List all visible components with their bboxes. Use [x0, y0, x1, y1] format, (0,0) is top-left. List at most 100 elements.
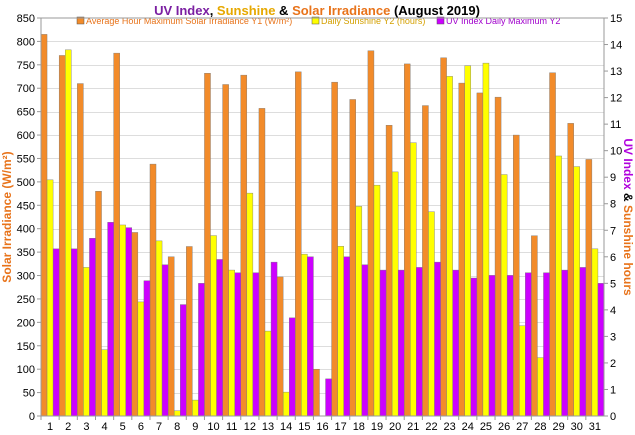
bar-s2-day-21: [416, 267, 423, 417]
bar-s1-day-25: [482, 62, 490, 417]
left-tick-label-300: 300: [17, 271, 35, 283]
bar-s0-day-17: [331, 81, 338, 417]
right-tick-label-10: 10: [610, 146, 622, 158]
left-tick-label-350: 350: [17, 247, 35, 259]
bar-s2-day-29: [561, 269, 568, 417]
x-tick-label-22: 22: [425, 421, 437, 433]
bar-s1-day-28: [537, 357, 544, 417]
bar-s0-day-15: [295, 71, 302, 417]
bar-s1-day-10: [210, 235, 217, 417]
bar-s1-day-2: [65, 49, 72, 417]
bar-s2-day-2: [71, 248, 78, 417]
x-tick-label-26: 26: [498, 421, 510, 433]
bar-s2-day-25: [488, 275, 496, 417]
x-tick-label-21: 21: [407, 421, 419, 433]
bar-s0-day-27: [512, 134, 520, 417]
right-tick-label-2: 2: [610, 358, 616, 370]
right-axis-label-sunshine: Sunshine hours: [621, 205, 635, 296]
bar-s1-day-12: [246, 192, 254, 417]
bar-s2-day-16: [325, 378, 332, 417]
bar-s0-day-20: [385, 125, 393, 417]
right-tick-label-0: 0: [610, 411, 616, 423]
bar-s1-day-5: [119, 224, 126, 417]
left-axis-label: Solar Irradiance (W/m²): [0, 151, 14, 282]
x-tick-label-28: 28: [534, 421, 546, 433]
x-tick-label-24: 24: [462, 421, 474, 433]
bar-s2-day-11: [234, 272, 241, 417]
bar-s0-day-16: [313, 368, 320, 417]
right-tick-label-9: 9: [610, 172, 616, 184]
left-tick-label-400: 400: [17, 224, 35, 236]
left-axis-ticks: 0 50 100 150 200 250 300 350 400 450 500 550 600 650 7…: [17, 13, 41, 423]
bar-s2-day-28: [543, 272, 550, 417]
bar-s0-day-30: [567, 123, 574, 417]
x-tick-label-19: 19: [371, 421, 383, 433]
bar-s2-day-1: [52, 248, 60, 417]
bar-s2-day-27: [525, 272, 532, 417]
right-tick-label-14: 14: [610, 40, 622, 52]
bar-s2-day-15: [307, 256, 314, 417]
bar-s2-day-6: [143, 280, 151, 417]
x-tick-label-5: 5: [120, 421, 126, 433]
x-tick-label-13: 13: [262, 421, 274, 433]
bar-s0-day-25: [476, 92, 484, 417]
right-tick-label-3: 3: [610, 331, 616, 343]
legend-label-irradiance: Average Hour Maximum Solar Irradiance Y1…: [86, 16, 292, 26]
x-tick-label-15: 15: [298, 421, 310, 433]
bar-s0-day-2: [58, 55, 66, 417]
bar-s1-day-20: [391, 171, 399, 417]
bar-s1-day-27: [519, 325, 526, 417]
x-tick-label-7: 7: [156, 421, 162, 433]
bar-s1-day-6: [137, 301, 145, 417]
bar-s2-day-3: [89, 238, 96, 417]
bar-s1-day-15: [301, 253, 308, 417]
bar-s2-day-5: [125, 227, 133, 417]
bar-s1-day-1: [46, 179, 54, 417]
left-tick-label-600: 600: [17, 130, 35, 142]
left-tick-label-700: 700: [17, 83, 35, 95]
bar-s1-day-21: [410, 142, 417, 417]
chart-title: UV Index, Sunshine & Solar Irradiance (A…: [154, 3, 480, 18]
bar-s2-day-8: [180, 304, 187, 417]
x-tick-label-9: 9: [192, 421, 198, 433]
bar-s1-day-11: [228, 269, 235, 417]
bar-s2-day-9: [198, 283, 205, 417]
bar-s0-day-21: [404, 63, 411, 417]
left-tick-label-750: 750: [17, 60, 35, 72]
bar-s1-day-14: [282, 391, 290, 417]
legend-swatch-sunshine: [311, 16, 320, 25]
title-sep2: &: [275, 3, 292, 18]
bar-s2-day-19: [379, 269, 387, 417]
bar-s1-day-31: [591, 248, 599, 417]
x-tick-label-8: 8: [174, 421, 180, 433]
x-tick-label-29: 29: [552, 421, 564, 433]
left-tick-label-200: 200: [17, 317, 35, 329]
bar-s0-day-6: [131, 232, 139, 417]
bar-s1-day-18: [355, 206, 363, 417]
bar-s2-day-22: [434, 261, 441, 417]
bar-s0-day-5: [113, 52, 120, 417]
title-solar-irradiance: Solar Irradiance: [292, 3, 390, 18]
left-tick-label-850: 850: [17, 13, 35, 25]
right-tick-label-4: 4: [610, 305, 616, 317]
left-tick-label-800: 800: [17, 36, 35, 48]
legend-label-sunshine: Daily Sunshine Y2 (hours): [321, 16, 425, 26]
bar-s0-day-18: [349, 99, 356, 417]
bar-s1-day-13: [264, 330, 272, 417]
x-tick-label-25: 25: [480, 421, 492, 433]
bar-s2-day-20: [397, 269, 405, 417]
left-tick-label-250: 250: [17, 294, 35, 306]
left-tick-label-0: 0: [29, 411, 35, 423]
legend: Average Hour Maximum Solar Irradiance Y1…: [76, 16, 560, 26]
bar-s2-day-23: [452, 269, 459, 417]
bar-s0-day-13: [258, 108, 266, 417]
bar-s2-day-18: [361, 264, 369, 417]
bar-s2-day-10: [216, 259, 223, 417]
bar-s0-day-23: [440, 57, 447, 417]
title-period: (August 2019): [394, 3, 480, 18]
bar-s2-day-31: [597, 283, 605, 417]
bar-s0-day-19: [367, 50, 375, 417]
bar-s1-day-9: [192, 399, 199, 417]
left-tick-label-450: 450: [17, 200, 35, 212]
